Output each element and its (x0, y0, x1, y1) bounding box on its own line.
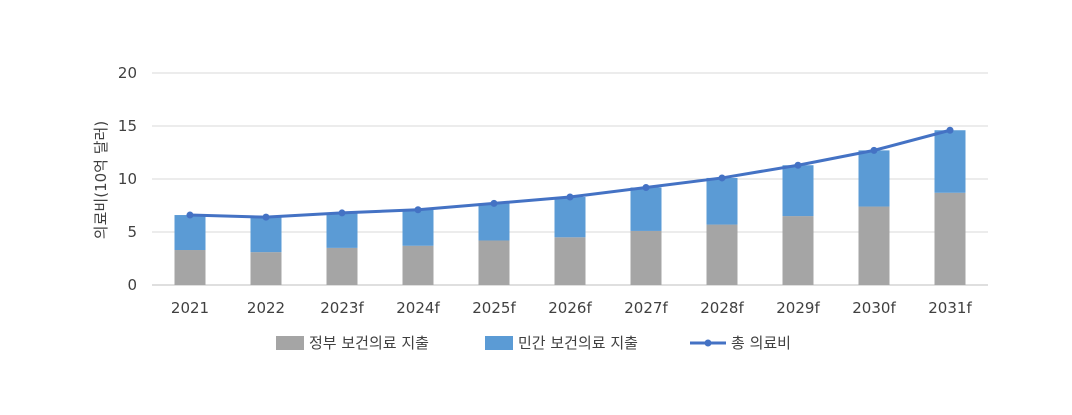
y-tick-label: 15 (118, 117, 137, 135)
bar-government (858, 206, 890, 285)
x-tick-label: 2023f (320, 299, 364, 317)
bar-private (174, 215, 206, 251)
bar-private (478, 203, 510, 241)
total-line (186, 126, 954, 221)
bar-government (554, 237, 586, 285)
bar-government (478, 240, 510, 285)
bar-private (706, 177, 738, 225)
legend-swatch (276, 336, 304, 350)
bar-private (402, 209, 434, 246)
bar-government (706, 224, 738, 285)
bar-government (174, 250, 206, 285)
bar-government (934, 192, 966, 285)
bar-private (554, 197, 586, 238)
bar-private (250, 217, 282, 253)
total-line-point (870, 146, 878, 154)
legend-swatch (485, 336, 513, 350)
x-tick-label: 2025f (472, 299, 516, 317)
total-line-point (262, 213, 270, 221)
total-line-point (642, 183, 650, 191)
x-tick-label: 2022 (247, 299, 285, 317)
total-line-point (718, 174, 726, 182)
bar-private (858, 150, 890, 207)
bar-private (630, 187, 662, 231)
total-line-point (414, 206, 422, 214)
y-tick-label: 10 (118, 170, 137, 188)
bars (174, 130, 966, 285)
bar-government (782, 216, 814, 285)
legend-swatch-marker (704, 339, 712, 347)
total-line-point (946, 126, 954, 134)
total-line-point (186, 211, 194, 219)
bar-government (402, 245, 434, 285)
x-tick-label: 2024f (396, 299, 440, 317)
total-line-point (794, 161, 802, 169)
y-tick-label: 0 (127, 276, 137, 294)
total-line-point (566, 193, 574, 201)
legend: 정부 보건의료 지출 민간 보건의료 지출 총 의료비 (276, 334, 791, 352)
x-axis-ticks: 2021 2022 2023f 2024f 2025f 2026f 2027f 2028f 20… (171, 299, 973, 317)
x-tick-label: 2028f (700, 299, 744, 317)
total-line-point (490, 199, 498, 207)
legend-label: 민간 보건의료 지출 (518, 334, 638, 352)
legend-label: 정부 보건의료 지출 (309, 334, 429, 352)
gridlines (152, 72, 988, 286)
x-tick-label: 2026f (548, 299, 592, 317)
y-tick-label: 20 (118, 64, 137, 82)
x-tick-label: 2021 (171, 299, 209, 317)
bar-private (934, 130, 966, 193)
bar-government (630, 230, 662, 285)
bar-government (250, 252, 282, 285)
bar-government (326, 247, 358, 285)
x-tick-label: 2029f (776, 299, 820, 317)
x-tick-label: 2030f (852, 299, 896, 317)
total-line-point (338, 209, 346, 217)
bar-private (782, 165, 814, 217)
bar-private (326, 212, 358, 248)
y-axis-title: 의료비(10억 달러) (92, 121, 110, 239)
x-tick-label: 2027f (624, 299, 668, 317)
y-tick-label: 5 (127, 223, 137, 241)
x-tick-label: 2031f (928, 299, 972, 317)
y-axis-ticks: 0 5 10 15 20 (118, 64, 137, 294)
legend-label: 총 의료비 (731, 334, 791, 352)
